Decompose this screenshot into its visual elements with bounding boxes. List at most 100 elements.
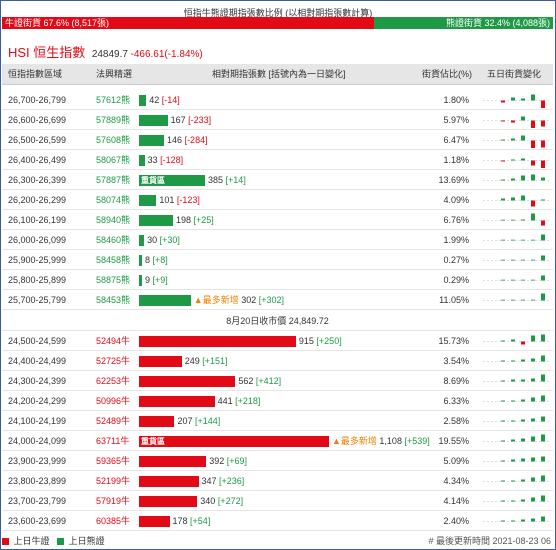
bull-table-row[interactable]: 24,300-24,399 62253牛 562 [+412] 8.69% [2,372,553,391]
bear-table-row[interactable]: 26,000-26,099 58460熊 30 [+30] 1.99% [2,231,553,250]
bull-table-row[interactable]: 24,400-24,499 52725牛 249 [+151] 3.54% [2,352,553,371]
contracts-value: 33 [-128] [148,151,184,170]
warrant-code-link[interactable]: 62253牛 [96,376,131,386]
warrant-code-link[interactable]: 58875熊 [96,275,131,285]
bear-table-row[interactable]: 26,700-26,799 57612熊 42 [-14] 1.80% [2,91,553,110]
sparkline-bar [531,200,535,207]
contracts-value: 8 [+8] [145,251,168,270]
contracts-value: 146 [-284] [167,131,208,150]
warrant-code-link[interactable]: 57612熊 [96,95,131,105]
contracts-qty: 441 [217,396,236,406]
warrant-code-link[interactable]: 58458熊 [96,255,131,265]
sparkline-bar [521,458,525,462]
bull-table-row[interactable]: 23,700-23,799 57919牛 340 [+272] 4.14% [2,492,553,511]
sparkline-bar [541,516,545,522]
warrant-code-link[interactable]: 52199牛 [96,476,131,486]
sparkline-bar [541,199,545,201]
bear-table-row[interactable]: 26,200-26,299 58074熊 101 [-123] 4.09% [2,191,553,210]
warrant-code-link[interactable]: 52489牛 [96,416,131,426]
sparkline-bar [531,436,535,442]
warrant-code-link[interactable]: 58460熊 [96,235,131,245]
warrant-code-link[interactable]: 57919牛 [96,496,131,506]
contracts-change: [-284] [184,135,208,145]
share-pct: 6.47% [443,135,469,145]
bull-table-row[interactable]: 23,900-23,999 59365牛 392 [+69] 5.09% [2,452,553,471]
warrant-code-link[interactable]: 59365牛 [96,456,131,466]
strike-range: 26,000-26,099 [8,235,67,245]
five-day-sparkline [483,374,551,382]
warrant-code-link[interactable]: 57887熊 [96,175,131,185]
bear-table-row[interactable]: 26,600-26,699 57889熊 167 [-233] 5.97% [2,111,553,130]
bear-table-row[interactable]: 26,400-26,499 58067熊 33 [-128] 1.18% [2,151,553,170]
contracts-change: [+272] [217,496,244,506]
share-pct: 11.05% [439,295,469,305]
contracts-qty: 33 [147,155,161,165]
bear-table-row[interactable]: 26,500-26,599 57608熊 146 [-284] 6.47% [2,131,553,150]
strike-range: 26,500-26,599 [8,135,67,145]
five-day-sparkline [483,234,551,241]
contracts-bar [139,336,296,347]
contracts-qty: 915 [298,336,317,346]
strike-range: 24,000-24,099 [8,436,67,446]
bear-table-row[interactable]: 25,900-25,999 58458熊 8 [+8] 0.27% [2,251,553,270]
warrant-code-link[interactable]: 58453熊 [96,295,131,305]
bear-table-row[interactable]: 25,700-25,799 58453熊 ▲最多新增 302 [+302] 11.05… [2,291,553,310]
bull-table-row[interactable]: 24,500-24,599 52494牛 915 [+250] 15.73% [2,332,553,351]
contracts-bar [139,416,175,427]
sparkline-bar [511,500,515,502]
contracts-bar: 重貨區 [139,175,206,186]
sparkline-bar [501,380,505,382]
warrant-code-link[interactable]: 60385牛 [96,516,131,526]
contracts-value: 207 [+144] [177,412,220,431]
contracts-bar [139,356,182,367]
contracts-qty: 8 [145,255,153,265]
index-name[interactable]: HSI 恒生指數 [8,45,86,60]
sparkline-bar [511,299,515,301]
warrant-code-link[interactable]: 63711牛 [96,436,130,446]
warrant-code-link[interactable]: 52494牛 [96,336,131,346]
bull-ratio-segment: 牛證街貨 67.6% (8,517張) [2,17,375,29]
contracts-value: ▲最多新增 302 [+302] [194,291,284,310]
sparkline-bar [511,339,515,342]
legend-bull-label: 上日牛證 [13,536,50,546]
sparkline-bar [531,239,535,241]
bull-table-row[interactable]: 23,800-23,899 52199牛 347 [+236] 4.34% [2,472,553,491]
contracts-change: [+302] [258,295,285,305]
bear-table-row[interactable]: 26,300-26,399 57887熊 重貨區 385 [+14] 13.69% [2,171,553,190]
bear-table-row[interactable]: 25,800-25,899 58875熊 9 [+9] 0.29% [2,271,553,290]
contracts-bar-cell: 340 [+272] [139,492,429,511]
bull-table-row[interactable]: 24,100-24,199 52489牛 207 [+144] 2.58% [2,412,553,431]
contracts-value: 385 [+14] [208,171,246,190]
warrant-code-link[interactable]: 50996牛 [96,396,131,406]
sparkline-bar [541,120,545,127]
contracts-bar-cell: 562 [+412] [139,372,429,391]
five-day-sparkline [483,395,551,402]
header-trend: 五日街貨變化 [487,69,542,79]
bull-table-row[interactable]: 24,000-24,099 63711牛 重貨區 ▲最多新增 1,108 [+539]… [2,432,553,451]
sparkline-bar [501,239,505,241]
warrant-code-link[interactable]: 58074熊 [96,195,131,205]
warrant-code-link[interactable]: 58067熊 [96,155,131,165]
warrant-code-link[interactable]: 58940熊 [96,215,131,225]
contracts-qty: 9 [145,275,153,285]
contracts-bar-cell: 重貨區 ▲最多新增 1,108 [+539] [139,432,430,451]
sparkline-bar [511,400,515,402]
sparkline-bar [511,120,515,123]
warrant-code-link[interactable]: 57889熊 [96,115,131,125]
bear-table-row[interactable]: 26,100-26,199 58940熊 198 [+25] 6.76% [2,211,553,230]
contracts-bar [139,295,191,306]
bull-table-row[interactable]: 24,200-24,299 50996牛 441 [+218] 6.33% [2,392,553,411]
sparkline-bar [541,475,545,482]
sparkline-bar [541,456,545,462]
sparkline-bar [511,420,515,422]
warrant-code-link[interactable]: 57608熊 [96,135,131,145]
sparkline-bar [521,359,525,362]
sparkline-bar [541,416,545,422]
bull-bear-ratio-bar: 牛證街貨 67.6% (8,517張) 熊證街貨 32.4% (4,088張) [2,17,553,29]
sparkline-bar [511,439,515,442]
contracts-bar-cell: 101 [-123] [139,191,429,210]
warrant-code-link[interactable]: 52725牛 [96,356,131,366]
sparkline-bar [541,334,545,342]
contracts-value: 178 [+54] [173,512,211,531]
bull-table-row[interactable]: 23,600-23,699 60385牛 178 [+54] 2.40% [2,512,553,531]
